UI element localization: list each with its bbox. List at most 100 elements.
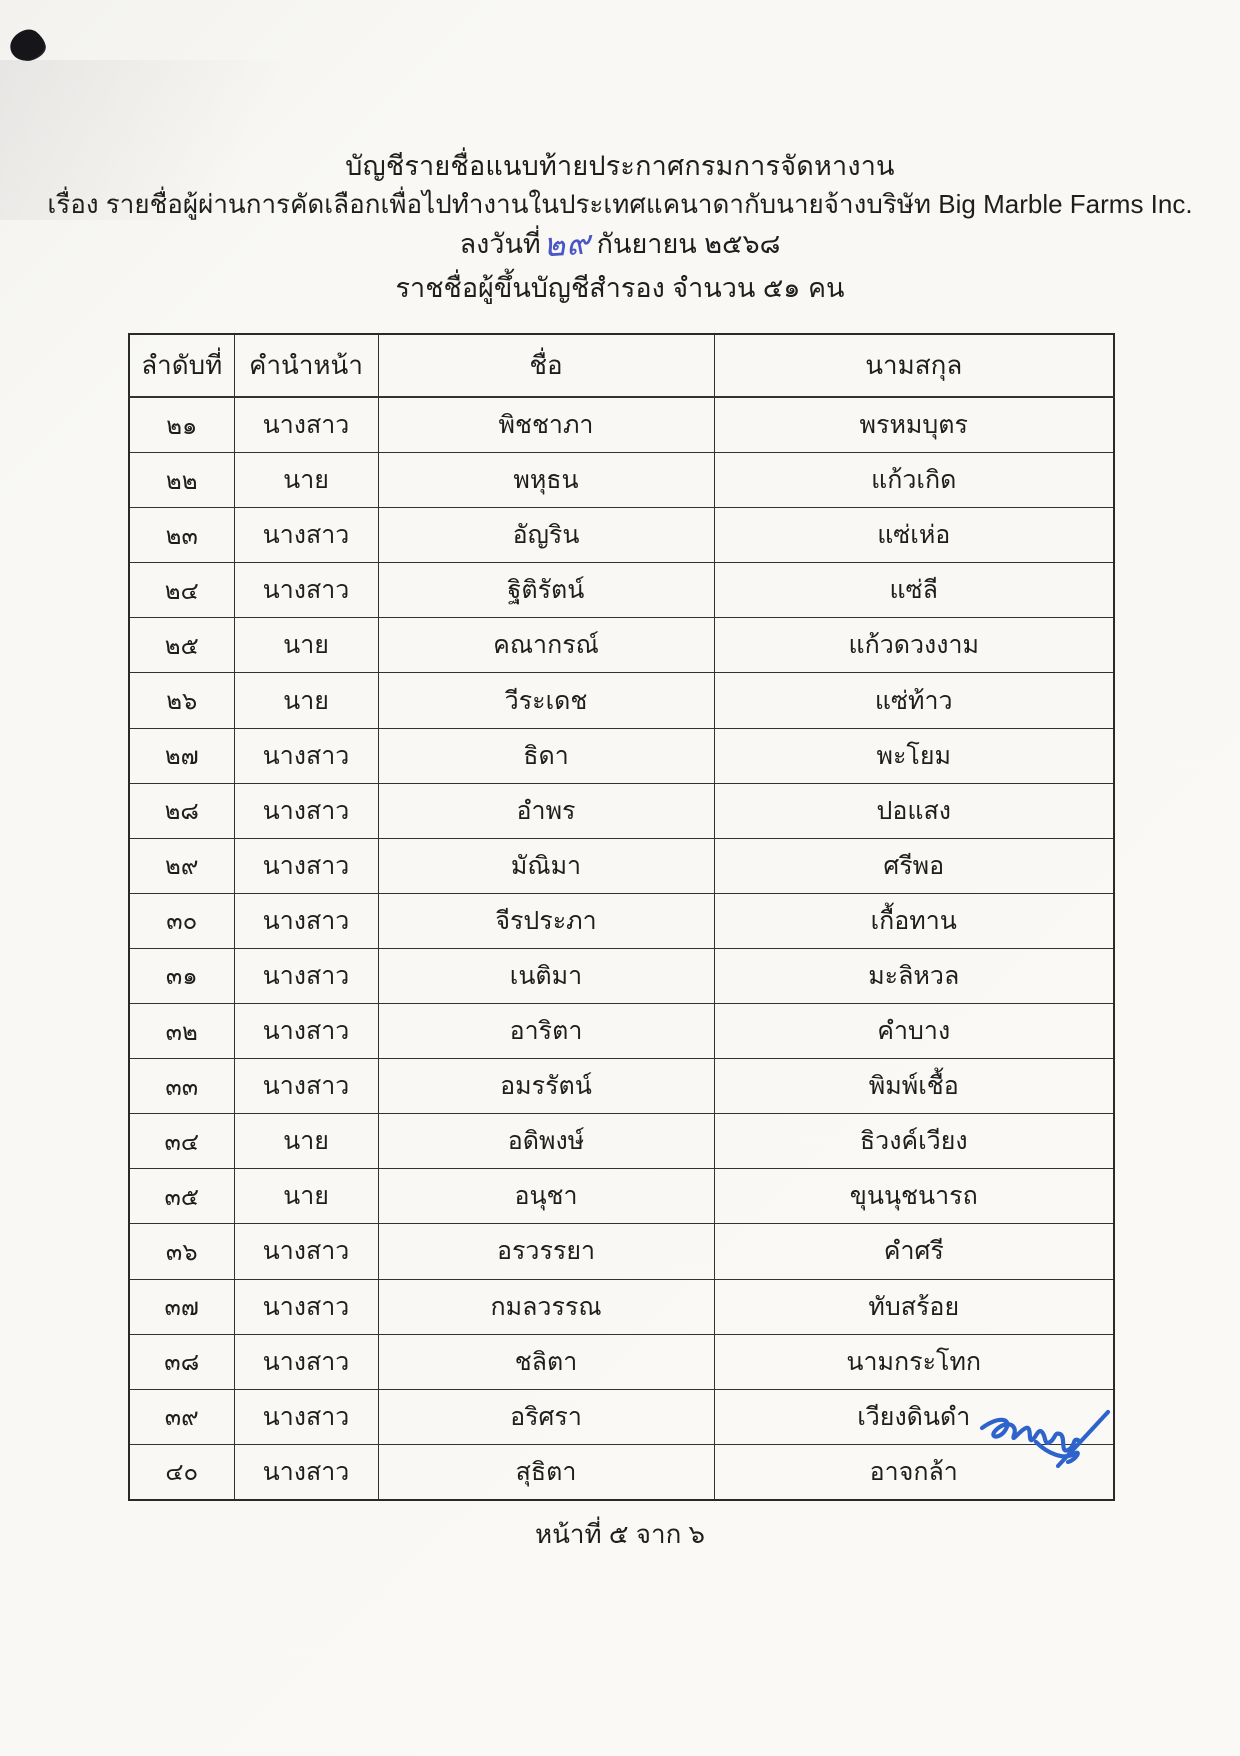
table-cell: ๒๓ xyxy=(128,507,235,564)
date-prefix: ลงวันที่ xyxy=(459,229,541,259)
table-cell: อัญริน xyxy=(377,507,715,564)
table-cell: ๓๔ xyxy=(128,1113,235,1170)
scan-ink-blob-artifact xyxy=(6,26,48,64)
table-cell: นางสาว xyxy=(233,892,379,949)
table-cell: แซ่ลี xyxy=(713,562,1115,619)
column-header: คำนำหน้า xyxy=(233,333,379,398)
table-cell: นางสาว xyxy=(233,1223,379,1280)
table-row: ๒๕ นาย คณากรณ์ แก้วดวงงาม xyxy=(128,617,1115,674)
reserve-list-subtitle: ราชชื่อผู้ขึ้นบัญชีสำรอง จำนวน ๕๑ คน xyxy=(395,273,845,303)
table-cell: นามกระโทก xyxy=(713,1333,1115,1390)
table-cell: ๒๘ xyxy=(128,782,235,839)
table-cell: ๓๙ xyxy=(128,1388,235,1445)
column-header: นามสกุล xyxy=(713,333,1115,398)
table-cell: พรหมบุตร xyxy=(713,396,1115,454)
table-cell: ๓๗ xyxy=(128,1278,235,1335)
table-row: ๓๙ นางสาว อริศรา เวียงดินดำ xyxy=(128,1388,1115,1445)
table-cell: ศรีพอ xyxy=(713,837,1115,894)
table-cell: ๒๗ xyxy=(128,727,235,784)
table-row: ๓๔ นาย อดิพงษ์ ธิวงค์เวียง xyxy=(128,1113,1115,1170)
table-cell: ทับสร้อย xyxy=(713,1278,1115,1335)
table-cell: ๒๕ xyxy=(128,617,235,674)
table-cell: ธิดา xyxy=(377,727,715,784)
table-cell: ๒๔ xyxy=(128,562,235,619)
table-cell: แซ่ท้าว xyxy=(713,672,1115,729)
table-cell: นาย xyxy=(233,1168,379,1225)
table-cell: ๔๐ xyxy=(128,1443,235,1501)
table-cell: ๒๒ xyxy=(128,452,235,509)
column-header: ลำดับที่ xyxy=(128,333,235,398)
table-row: ๓๓ นางสาว อมรรัตน์ พิมพ์เชื้อ xyxy=(128,1058,1115,1115)
handwritten-date-number: ๒๙ xyxy=(541,223,592,264)
table-cell: พิมพ์เชื้อ xyxy=(713,1058,1115,1115)
table-cell: ๓๒ xyxy=(128,1003,235,1060)
table-cell: อดิพงษ์ xyxy=(377,1113,715,1170)
table-row: ๒๗ นางสาว ธิดา พะโยม xyxy=(128,727,1115,784)
table-cell: ๒๙ xyxy=(128,837,235,894)
table-cell: ฐิติรัตน์ xyxy=(377,562,715,619)
name-list-table: ลำดับที่ คำนำหน้า ชื่อ นามสกุล ๒๑ นางสาว พิชช… xyxy=(128,333,1115,1501)
date-suffix: กันยายน ๒๕๖๘ xyxy=(596,229,781,259)
document-title: บัญชีรายชื่อแนบท้ายประกาศกรมการจัดหางาน xyxy=(345,151,895,181)
table-row: ๓๑ นางสาว เนติมา มะลิหวล xyxy=(128,947,1115,1005)
table-row: ๒๙ นางสาว มัณิมา ศรีพอ xyxy=(128,837,1115,894)
table-cell: นางสาว xyxy=(233,837,379,894)
table-cell: ชลิตา xyxy=(377,1333,715,1390)
table-cell: นางสาว xyxy=(233,562,379,619)
table-cell: แก้วดวงงาม xyxy=(713,617,1115,674)
table-cell: อาจกล้า xyxy=(713,1443,1115,1501)
table-cell: มัณิมา xyxy=(377,837,715,894)
table-cell: นางสาว xyxy=(233,1443,379,1501)
table-cell: นางสาว xyxy=(233,507,379,564)
table-cell: กมลวรรณ xyxy=(377,1278,715,1335)
table-row: ๒๔ นางสาว ฐิติรัตน์ แซ่ลี xyxy=(128,562,1115,619)
table-cell: มะลิหวล xyxy=(713,947,1115,1005)
table-cell: นางสาว xyxy=(233,782,379,839)
table-cell: ธิวงค์เวียง xyxy=(713,1113,1115,1170)
table-cell: อมรรัตน์ xyxy=(377,1058,715,1115)
table-cell: เวียงดินดำ xyxy=(713,1388,1115,1445)
table-cell: นาย xyxy=(233,672,379,729)
table-cell: วีระเดช xyxy=(377,672,715,729)
column-header: ชื่อ xyxy=(377,333,715,398)
table-cell: ปอแสง xyxy=(713,782,1115,839)
table-cell: ๓๑ xyxy=(128,947,235,1005)
table-cell: ขุนนุชนารถ xyxy=(713,1168,1115,1225)
table-cell: จีรประภา xyxy=(377,892,715,949)
table-header-row: ลำดับที่ คำนำหน้า ชื่อ นามสกุล xyxy=(128,333,1115,398)
table-cell: นาย xyxy=(233,617,379,674)
table-cell: ๓๖ xyxy=(128,1223,235,1280)
table-cell: เกื้อทาน xyxy=(713,892,1115,949)
header-row: ลำดับที่ คำนำหน้า ชื่อ นามสกุล xyxy=(128,333,1115,398)
table-cell: นาย xyxy=(233,452,379,509)
table-row: ๒๒ นาย พหุธน แก้วเกิด xyxy=(128,452,1115,509)
table-row: ๒๓ นางสาว อัญริน แซ่เห่อ xyxy=(128,507,1115,564)
table-cell: พหุธน xyxy=(377,452,715,509)
table-cell: นางสาว xyxy=(233,1388,379,1445)
table-cell: ๓๘ xyxy=(128,1333,235,1390)
table-row: ๓๖ นางสาว อรวรรยา คำศรี xyxy=(128,1223,1115,1280)
table-row: ๓๘ นางสาว ชลิตา นามกระโทก xyxy=(128,1333,1115,1390)
table-row: ๓๗ นางสาว กมลวรรณ ทับสร้อย xyxy=(128,1278,1115,1335)
table-cell: นางสาว xyxy=(233,1278,379,1335)
table-cell: อนุชา xyxy=(377,1168,715,1225)
table-row: ๓๐ นางสาว จีรประภา เกื้อทาน xyxy=(128,892,1115,949)
table-row: ๔๐ นางสาว สุธิตา อาจกล้า xyxy=(128,1443,1115,1501)
table-cell: นางสาว xyxy=(233,1003,379,1060)
table-body: ๒๑ นางสาว พิชชาภา พรหมบุตร ๒๒ นาย พหุธน แก้วเกิ… xyxy=(128,396,1115,1501)
table-cell: คณากรณ์ xyxy=(377,617,715,674)
table-cell: อรวรรยา xyxy=(377,1223,715,1280)
table-row: ๒๑ นางสาว พิชชาภา พรหมบุตร xyxy=(128,396,1115,454)
table-cell: ๒๖ xyxy=(128,672,235,729)
table-cell: คำบาง xyxy=(713,1003,1115,1060)
table-cell: เนติมา xyxy=(377,947,715,1005)
table-cell: นางสาว xyxy=(233,727,379,784)
table-cell: แซ่เห่อ xyxy=(713,507,1115,564)
table-cell: พิชชาภา xyxy=(377,396,715,454)
table-cell: ๒๑ xyxy=(128,396,235,454)
page-number-label: หน้าที่ ๕ จาก ๖ xyxy=(534,1519,706,1549)
table-row: ๒๖ นาย วีระเดช แซ่ท้าว xyxy=(128,672,1115,729)
table-cell: อาริตา xyxy=(377,1003,715,1060)
table-cell: พะโยม xyxy=(713,727,1115,784)
